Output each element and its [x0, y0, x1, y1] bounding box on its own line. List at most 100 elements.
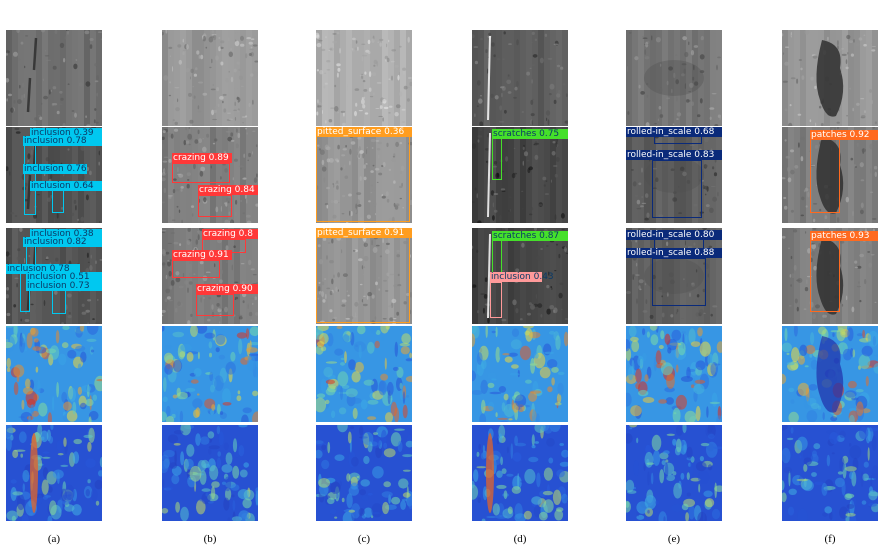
detection-label-crazing: crazing 0.8: [202, 229, 258, 239]
tile-image-c-row2: [316, 127, 412, 223]
tile-image-e-row1: [626, 30, 722, 126]
tile-d-row2: scratches 0.75: [472, 127, 568, 223]
detection-label-scratches: scratches 0.87: [492, 231, 568, 241]
tile-image-a-row1: [6, 30, 102, 126]
tile-image-f-row2: [782, 127, 878, 223]
tile-d-row5: [472, 425, 568, 521]
tile-a-row3: inclusion 0.38 inclusion 0.82 inclusion 0.…: [6, 228, 102, 324]
caption-c: (c): [357, 533, 371, 545]
tile-e-row5: [626, 425, 722, 521]
tile-image-a-row5: [6, 425, 102, 521]
detection-label-scratches: scratches 0.75: [492, 129, 568, 139]
tile-d-row4: [472, 326, 568, 422]
caption-e: (e): [667, 533, 681, 545]
detection-label-patches: patches 0.93: [810, 231, 878, 241]
detection-label-inclusion: inclusion 0.73: [26, 281, 102, 291]
detection-label-inclusion: inclusion 0.64: [30, 181, 102, 191]
tile-b-row4: [162, 326, 258, 422]
tile-e-row2: rolled-in_scale 0.68 rolled-in_scale 0.83: [626, 127, 722, 223]
tile-c-row3: pitted_surface 0.91: [316, 228, 412, 324]
detection-label-inclusion: inclusion 0.82: [23, 237, 102, 247]
tile-image-c-row5: [316, 425, 412, 521]
detection-label-inclusion: inclusion 0.51: [26, 272, 102, 282]
detection-box-scratches: [492, 138, 502, 180]
detection-label-inclusion: inclusion 0.76: [23, 164, 87, 174]
caption-d: (d): [513, 533, 527, 545]
tile-e-row4: [626, 326, 722, 422]
tile-image-b-row5: [162, 425, 258, 521]
detection-label-rolled-in-scale: rolled-in_scale 0.83: [626, 150, 722, 160]
detection-label-inclusion-pink: inclusion 0.43: [490, 272, 554, 282]
tile-b-row5: [162, 425, 258, 521]
tile-c-row2: pitted_surface 0.36: [316, 127, 412, 223]
tile-image-c-row1: [316, 30, 412, 126]
detection-label-rolled-in-scale: rolled-in_scale 0.80: [626, 230, 722, 240]
tile-e-row3: rolled-in_scale 0.80 rolled-in_scale 0.88: [626, 228, 722, 324]
detection-label-inclusion: inclusion 0.78: [6, 264, 80, 274]
tile-f-row5: [782, 425, 878, 521]
detection-box-rolled-in-scale: [652, 160, 702, 218]
tile-c-row1: [316, 30, 412, 126]
detection-label-rolled-in-scale: rolled-in_scale 0.68: [626, 127, 722, 137]
tile-image-f-row5: [782, 425, 878, 521]
detection-box-crazing: [172, 163, 230, 183]
caption-b: (b): [203, 533, 217, 545]
tile-a-row2: inclusion 0.39 inclusion 0.78 inclusion 0.…: [6, 127, 102, 223]
detection-label-pitted-surface: pitted_surface 0.36: [316, 127, 412, 137]
tile-a-row1: [6, 30, 102, 126]
detection-box-inclusion: [52, 290, 66, 314]
tile-d-row1: [472, 30, 568, 126]
detection-box-patches: [810, 139, 840, 213]
detection-label-crazing: crazing 0.90: [196, 284, 258, 294]
tile-image-d-row1: [472, 30, 568, 126]
tile-image-f-row4: [782, 326, 878, 422]
tile-image-d-row5: [472, 425, 568, 521]
detection-label-inclusion: inclusion 0.38: [30, 229, 102, 239]
detection-box-pitted-surface: [316, 237, 410, 323]
detection-box-patches: [810, 240, 840, 312]
detection-box-rolled-in-scale: [654, 136, 702, 144]
tile-image-f-row3: [782, 228, 878, 324]
tile-f-row2: patches 0.92: [782, 127, 878, 223]
tile-image-b-row4: [162, 326, 258, 422]
detection-label-pitted-surface: pitted_surface 0.91: [316, 228, 412, 238]
detection-label-patches: patches 0.92: [810, 130, 878, 140]
detection-label-inclusion: inclusion 0.39: [30, 128, 102, 138]
tile-b-row2: crazing 0.89 crazing 0.84: [162, 127, 258, 223]
tile-image-e-row4: [626, 326, 722, 422]
tile-a-row4: [6, 326, 102, 422]
detection-box-inclusion: [24, 141, 36, 215]
detection-box-crazing: [198, 195, 232, 217]
tile-image-d-row4: [472, 326, 568, 422]
detection-box-crazing: [196, 294, 234, 316]
detection-box-inclusion: [52, 189, 64, 213]
tile-image-e-row3: [626, 228, 722, 324]
tile-d-row3: scratches 0.87 inclusion 0.43: [472, 228, 568, 324]
tile-image-d-row2: [472, 127, 568, 223]
tile-a-row5: [6, 425, 102, 521]
tile-f-row3: patches 0.93: [782, 228, 878, 324]
tile-c-row4: [316, 326, 412, 422]
tile-image-a-row4: [6, 326, 102, 422]
tile-f-row4: [782, 326, 878, 422]
detection-box-scratches: [492, 240, 502, 274]
caption-f: (f): [824, 533, 836, 545]
detection-box-inclusion-pink: [490, 282, 502, 318]
detection-box-pitted-surface: [316, 136, 410, 222]
tile-image-c-row4: [316, 326, 412, 422]
tile-image-e-row5: [626, 425, 722, 521]
tile-f-row1: [782, 30, 878, 126]
detection-box-rolled-in-scale: [652, 258, 706, 306]
detection-label-crazing: crazing 0.89: [172, 153, 232, 163]
detection-label-inclusion: inclusion 0.78: [23, 136, 102, 146]
tile-image-b-row1: [162, 30, 258, 126]
detection-label-rolled-in-scale: rolled-in_scale 0.88: [626, 248, 722, 258]
caption-a: (a): [47, 533, 61, 545]
tile-c-row5: [316, 425, 412, 521]
tile-b-row1: [162, 30, 258, 126]
detection-label-crazing: crazing 0.84: [198, 185, 258, 195]
detection-label-crazing: crazing 0.91: [172, 250, 232, 260]
detection-box-crazing: [172, 260, 220, 278]
tile-image-f-row1: [782, 30, 878, 126]
